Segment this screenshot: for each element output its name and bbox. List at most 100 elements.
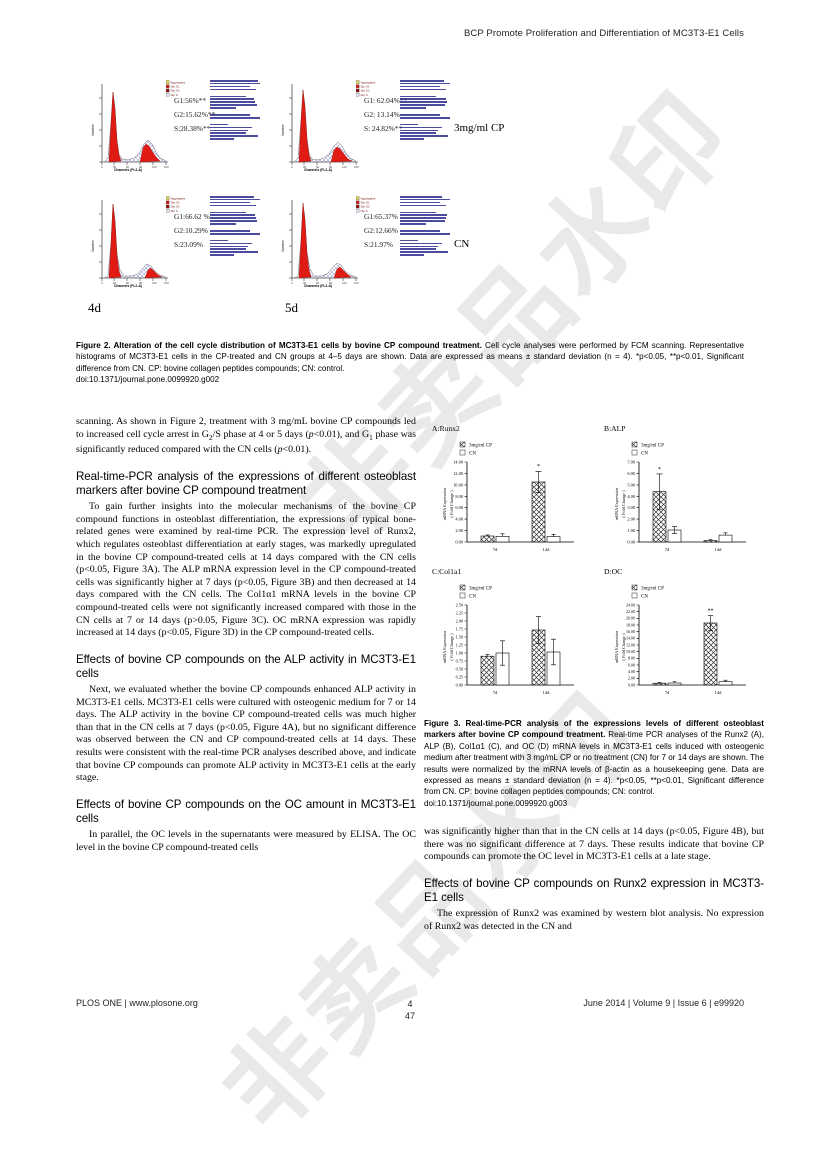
fcm-info-block: [210, 80, 262, 141]
figure-3-doi: doi:10.1371/journal.pone.0099920.g003: [424, 798, 568, 808]
svg-text:1.00: 1.00: [456, 650, 463, 655]
svg-text:2.50: 2.50: [456, 602, 463, 607]
svg-text:1.25: 1.25: [456, 642, 463, 647]
chart-title-a: A:Runx2: [432, 424, 460, 433]
svg-text:60: 60: [316, 165, 320, 169]
svg-text:1.00: 1.00: [627, 528, 635, 533]
chart-title-d: D:OC: [604, 567, 623, 576]
paragraph-scanning: scanning. As shown in Figure 2, treatmen…: [76, 416, 417, 456]
fcm-stats-cn-4d: G1:66.62 % G2:10.29% S:23.09%: [174, 210, 210, 252]
svg-text:CN: CN: [641, 595, 648, 600]
svg-text:2.25: 2.25: [456, 610, 463, 615]
svg-text:150: 150: [164, 281, 169, 285]
svg-text:16.00: 16.00: [626, 629, 635, 634]
fcm-legend: Aggregates Dip G1 Dip G2 Dip S: [356, 80, 398, 97]
paragraph-pcr: To gain further insights into the molecu…: [76, 501, 416, 639]
fcm-histogram: Channels (FL2-A) Number 0 30 60 90 120 150: [281, 84, 359, 172]
fcm-x-axis-label: Channels (FL2-A): [304, 168, 332, 172]
svg-text:2.00: 2.00: [628, 676, 635, 681]
svg-text:Aggregates: Aggregates: [171, 196, 186, 200]
figure-2: Channels (FL2-A) Number 0 30 60 90 120 150: [88, 78, 728, 315]
fcm-histogram: Channels (FL2-A) Number 0 30 60 90 120 150: [91, 200, 169, 288]
fcm-info-block: [400, 196, 452, 257]
heading-runx2-expression: Effects of bovine CP compounds on Runx2 …: [424, 876, 764, 904]
figure-2-caption-body: Cell cycle analyses were performed by FC…: [76, 341, 744, 373]
bar-chart-runx2: 3mg/ml CP CN 0.002.004.00 6.008.0010.00 …: [442, 441, 574, 552]
svg-text:14d: 14d: [543, 690, 551, 695]
svg-text:0: 0: [101, 165, 103, 169]
fcm-panel-cn-5d: Channels (FL2-A) Number 0 30 60 90 120 150: [278, 194, 450, 294]
chart-panel-alp: B:ALP 3mg/ml CP CN 0.00 1.00 2.00 3.00 4.: [596, 424, 768, 567]
fcm-y-axis-label: Number: [281, 123, 285, 135]
chart-title-b: B:ALP: [604, 424, 626, 433]
significance-marker: **: [708, 609, 714, 615]
svg-text:30: 30: [303, 165, 307, 169]
svg-text:8.00: 8.00: [455, 494, 463, 499]
fcm-legend: Aggregates Dip G1 Dip G2 Dip S: [166, 80, 208, 97]
svg-text:30: 30: [303, 281, 307, 285]
fcm-stat-g2: G2:12.66%: [364, 226, 398, 235]
svg-text:5.00: 5.00: [627, 482, 635, 487]
svg-text:18.00: 18.00: [626, 622, 635, 627]
svg-text:Aggregates: Aggregates: [171, 80, 186, 84]
para-frag-2: /S phase at 4 or 5 days (: [212, 428, 309, 440]
fcm-y-axis-label: Number: [91, 123, 95, 135]
svg-text:8.00: 8.00: [628, 656, 635, 661]
significance-marker: *: [537, 464, 540, 470]
para-frag-4: phase was significantly reduced compared…: [76, 428, 417, 456]
svg-text:mRNA Expression: mRNA Expression: [442, 630, 447, 663]
body-column-left: scanning. As shown in Figure 2, treatmen…: [76, 416, 416, 854]
svg-text:120: 120: [152, 165, 157, 169]
fcm-stat-s: S:23.09%: [174, 240, 203, 249]
svg-text:7d: 7d: [665, 547, 670, 552]
svg-text:2.00: 2.00: [456, 618, 463, 623]
footer-page-number: 4 47: [405, 998, 415, 1022]
heading-alp-activity: Effects of bovine CP compounds on the AL…: [76, 652, 416, 680]
footer-page-alt: 47: [404, 1011, 416, 1021]
fcm-y-axis-label: Number: [281, 239, 285, 251]
bar-chart-oc: 3mg/ml CP CN 0.002.004.00 6.008.0010.00 …: [614, 584, 746, 695]
svg-text:Dip S: Dip S: [171, 93, 178, 97]
fcm-stat-g2: G2:15.62%**: [174, 110, 216, 119]
svg-text:14d: 14d: [715, 690, 723, 695]
svg-text:mRNA Expression: mRNA Expression: [442, 487, 447, 520]
chart-panel-runx2: A:Runx2 3mg/ml CP CN: [424, 424, 596, 567]
svg-text:6.00: 6.00: [628, 662, 635, 667]
svg-text:Dip G2: Dip G2: [361, 205, 370, 209]
fcm-stat-g2: G2:10.29%: [174, 226, 208, 235]
figure2-col-label-4d: 4d: [88, 300, 101, 315]
svg-text:10.00: 10.00: [453, 482, 464, 487]
svg-text:3mg/ml CP: 3mg/ml CP: [469, 587, 492, 592]
svg-text:3mg/ml CP: 3mg/ml CP: [641, 444, 664, 449]
svg-text:Dip S: Dip S: [171, 209, 178, 213]
fcm-info-block: [210, 196, 262, 257]
fcm-legend: Aggregates Dip G1 Dip G2 Dip S: [356, 196, 398, 213]
figure-3-caption-body: Real-time PCR analyses of the Runx2 (A),…: [424, 730, 764, 797]
svg-text:7.00: 7.00: [627, 460, 635, 465]
svg-text:12.00: 12.00: [453, 471, 464, 476]
fcm-stats-cn-5d: G1:65.37% G2:12.66% S:21.97%: [364, 210, 398, 252]
svg-text:0: 0: [291, 165, 293, 169]
paragraph-alp: Next, we evaluated whether the bovine CP…: [76, 684, 416, 784]
svg-text:30: 30: [113, 281, 117, 285]
svg-text:90: 90: [139, 165, 143, 169]
fcm-stat-g2: G2: 13.14%: [364, 110, 400, 119]
page-canvas: BCP Promote Proliferation and Differenti…: [76, 28, 768, 1022]
svg-text:14.00: 14.00: [626, 636, 635, 641]
figure-2-caption: Figure 2. Alteration of the cell cycle d…: [76, 340, 744, 384]
svg-text:CN: CN: [469, 595, 476, 600]
fcm-x-axis-label: Channels (FL2-A): [114, 168, 142, 172]
para-frag-5: <0.01).: [282, 444, 312, 456]
figure-3: A:Runx2 3mg/ml CP CN: [424, 424, 768, 717]
svg-text:0.00: 0.00: [455, 540, 463, 545]
figure-3-chart-grid: A:Runx2 3mg/ml CP CN: [424, 424, 768, 717]
heading-oc-amount: Effects of bovine CP compounds on the OC…: [76, 797, 416, 826]
footer-journal: PLOS ONE | www.plosone.org: [76, 998, 198, 1008]
svg-text:mRNA Expression: mRNA Expression: [614, 487, 619, 520]
fcm-stat-g1: G1:56%**: [174, 96, 207, 105]
fcm-row-cn: Channels (FL2-A) Number 0 30 60 90 120 150: [88, 194, 728, 294]
svg-text:Dip G1: Dip G1: [171, 85, 180, 89]
svg-text:0.75: 0.75: [456, 658, 463, 663]
svg-text:7d: 7d: [493, 690, 498, 695]
svg-text:90: 90: [139, 281, 143, 285]
